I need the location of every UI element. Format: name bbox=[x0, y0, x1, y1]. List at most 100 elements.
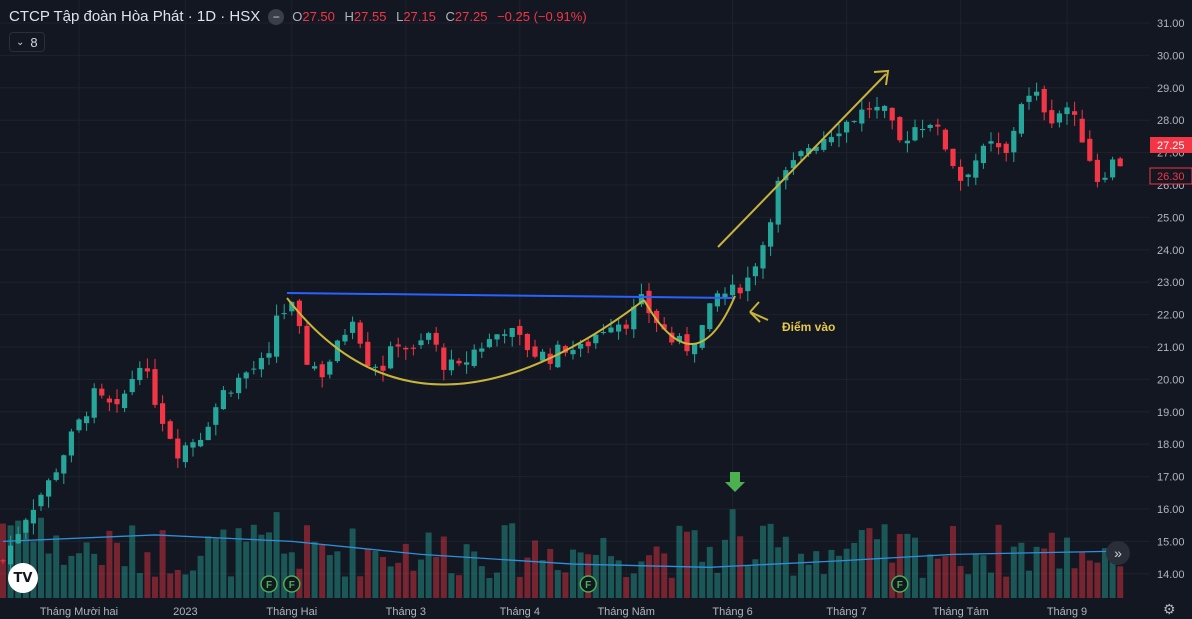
time-tick-label: 2023 bbox=[173, 606, 197, 618]
minus-circle-icon[interactable]: − bbox=[268, 8, 285, 25]
volume-bar bbox=[729, 509, 736, 598]
volume-bar bbox=[1071, 568, 1078, 598]
volume-bar bbox=[273, 512, 280, 598]
volume-bar bbox=[646, 555, 652, 598]
gear-icon[interactable]: ⚙ bbox=[1163, 601, 1176, 617]
volume-bar bbox=[418, 559, 424, 598]
candle bbox=[129, 370, 135, 396]
volume-bar bbox=[638, 561, 645, 598]
candle bbox=[190, 438, 196, 457]
resistance-line[interactable] bbox=[286, 292, 735, 299]
candle bbox=[456, 358, 462, 367]
volume-bar bbox=[1033, 546, 1040, 598]
volume-bar bbox=[1056, 568, 1063, 598]
candle bbox=[182, 442, 188, 468]
candle bbox=[1087, 130, 1093, 162]
candle bbox=[479, 342, 485, 359]
candle bbox=[220, 386, 226, 410]
volume-bar bbox=[463, 544, 470, 598]
volume-bar bbox=[212, 538, 219, 598]
symbol-title[interactable]: CTCP Tập đoàn Hòa Phát · 1D · HSX bbox=[9, 8, 261, 25]
candle bbox=[958, 159, 964, 191]
candle bbox=[798, 149, 804, 162]
volume-bar bbox=[281, 553, 288, 598]
volume-bar bbox=[395, 562, 402, 598]
volume-bar bbox=[554, 570, 561, 598]
volume-bar bbox=[106, 530, 113, 598]
volume-bar bbox=[577, 552, 584, 598]
time-axis[interactable]: Tháng Mười hai 2023 Tháng Hai Tháng 3 Tháng … bbox=[40, 606, 1087, 618]
volume-bar bbox=[501, 525, 508, 598]
volume-bar bbox=[494, 572, 500, 598]
volume-bar bbox=[486, 577, 493, 598]
candle bbox=[631, 298, 637, 338]
candle bbox=[61, 454, 67, 485]
handle-curve[interactable] bbox=[643, 295, 736, 345]
volume-bar bbox=[205, 536, 212, 598]
candle bbox=[988, 132, 994, 152]
candle bbox=[768, 218, 774, 257]
candle bbox=[1026, 87, 1032, 110]
candle bbox=[281, 304, 287, 320]
entry-label: Điểm vào bbox=[782, 320, 835, 334]
volume-bar bbox=[836, 555, 842, 598]
candle bbox=[920, 119, 926, 138]
volume-bar bbox=[440, 536, 447, 598]
volume-bar bbox=[68, 555, 75, 598]
last-price-label: 27.25 bbox=[1150, 137, 1192, 153]
indicator-toggle-button[interactable]: ⌄ 8 bbox=[9, 32, 45, 52]
candle bbox=[737, 283, 743, 300]
volume-bar bbox=[311, 541, 318, 598]
time-tick-label: Tháng Năm bbox=[597, 606, 654, 618]
candle bbox=[380, 355, 386, 382]
volume-bar bbox=[129, 525, 136, 598]
volume-bar bbox=[45, 553, 52, 598]
candle bbox=[395, 337, 401, 358]
volume-bar bbox=[182, 574, 189, 598]
candle bbox=[160, 395, 166, 432]
candle bbox=[859, 100, 865, 132]
volume-bar bbox=[243, 541, 250, 598]
candle bbox=[144, 358, 150, 379]
volume-bar bbox=[114, 542, 120, 598]
candle bbox=[122, 389, 128, 413]
candle bbox=[471, 344, 477, 368]
candle bbox=[464, 351, 470, 374]
price-tick-label: 29.00 bbox=[1157, 83, 1185, 95]
candle bbox=[418, 333, 424, 349]
chevron-down-icon: ⌄ bbox=[16, 36, 25, 48]
volume-bar bbox=[220, 529, 227, 598]
fundamental-marker: F bbox=[891, 575, 909, 593]
candle bbox=[707, 303, 713, 332]
candle bbox=[198, 432, 204, 448]
candle bbox=[927, 123, 933, 132]
candle bbox=[114, 389, 120, 413]
volume-bars bbox=[0, 509, 1124, 598]
volume-bar bbox=[1117, 566, 1124, 598]
volume-bar bbox=[934, 558, 941, 598]
target-arrow-line[interactable] bbox=[717, 73, 887, 248]
volume-bar bbox=[98, 564, 105, 598]
volume-bar bbox=[1109, 557, 1116, 598]
candle bbox=[904, 131, 910, 153]
volume-bar bbox=[881, 524, 888, 598]
volume-bar bbox=[1094, 562, 1101, 598]
cup-curve[interactable] bbox=[286, 297, 645, 386]
volume-bar bbox=[775, 547, 782, 598]
volume-bar bbox=[152, 576, 158, 598]
candle bbox=[441, 343, 447, 381]
volume-bar bbox=[760, 525, 766, 598]
price-tick-label: 16.00 bbox=[1157, 504, 1185, 516]
tradingview-logo-icon[interactable]: TV bbox=[8, 563, 38, 593]
candle bbox=[274, 304, 280, 363]
volume-bar bbox=[304, 525, 310, 598]
candle bbox=[68, 428, 74, 463]
volume-bar bbox=[828, 549, 835, 598]
svg-text:F: F bbox=[897, 580, 903, 591]
candle bbox=[517, 319, 523, 346]
candle bbox=[889, 107, 895, 130]
candle bbox=[410, 344, 416, 356]
candlesticks bbox=[0, 82, 1123, 572]
double-chevron-right-icon[interactable]: » bbox=[1106, 541, 1130, 565]
